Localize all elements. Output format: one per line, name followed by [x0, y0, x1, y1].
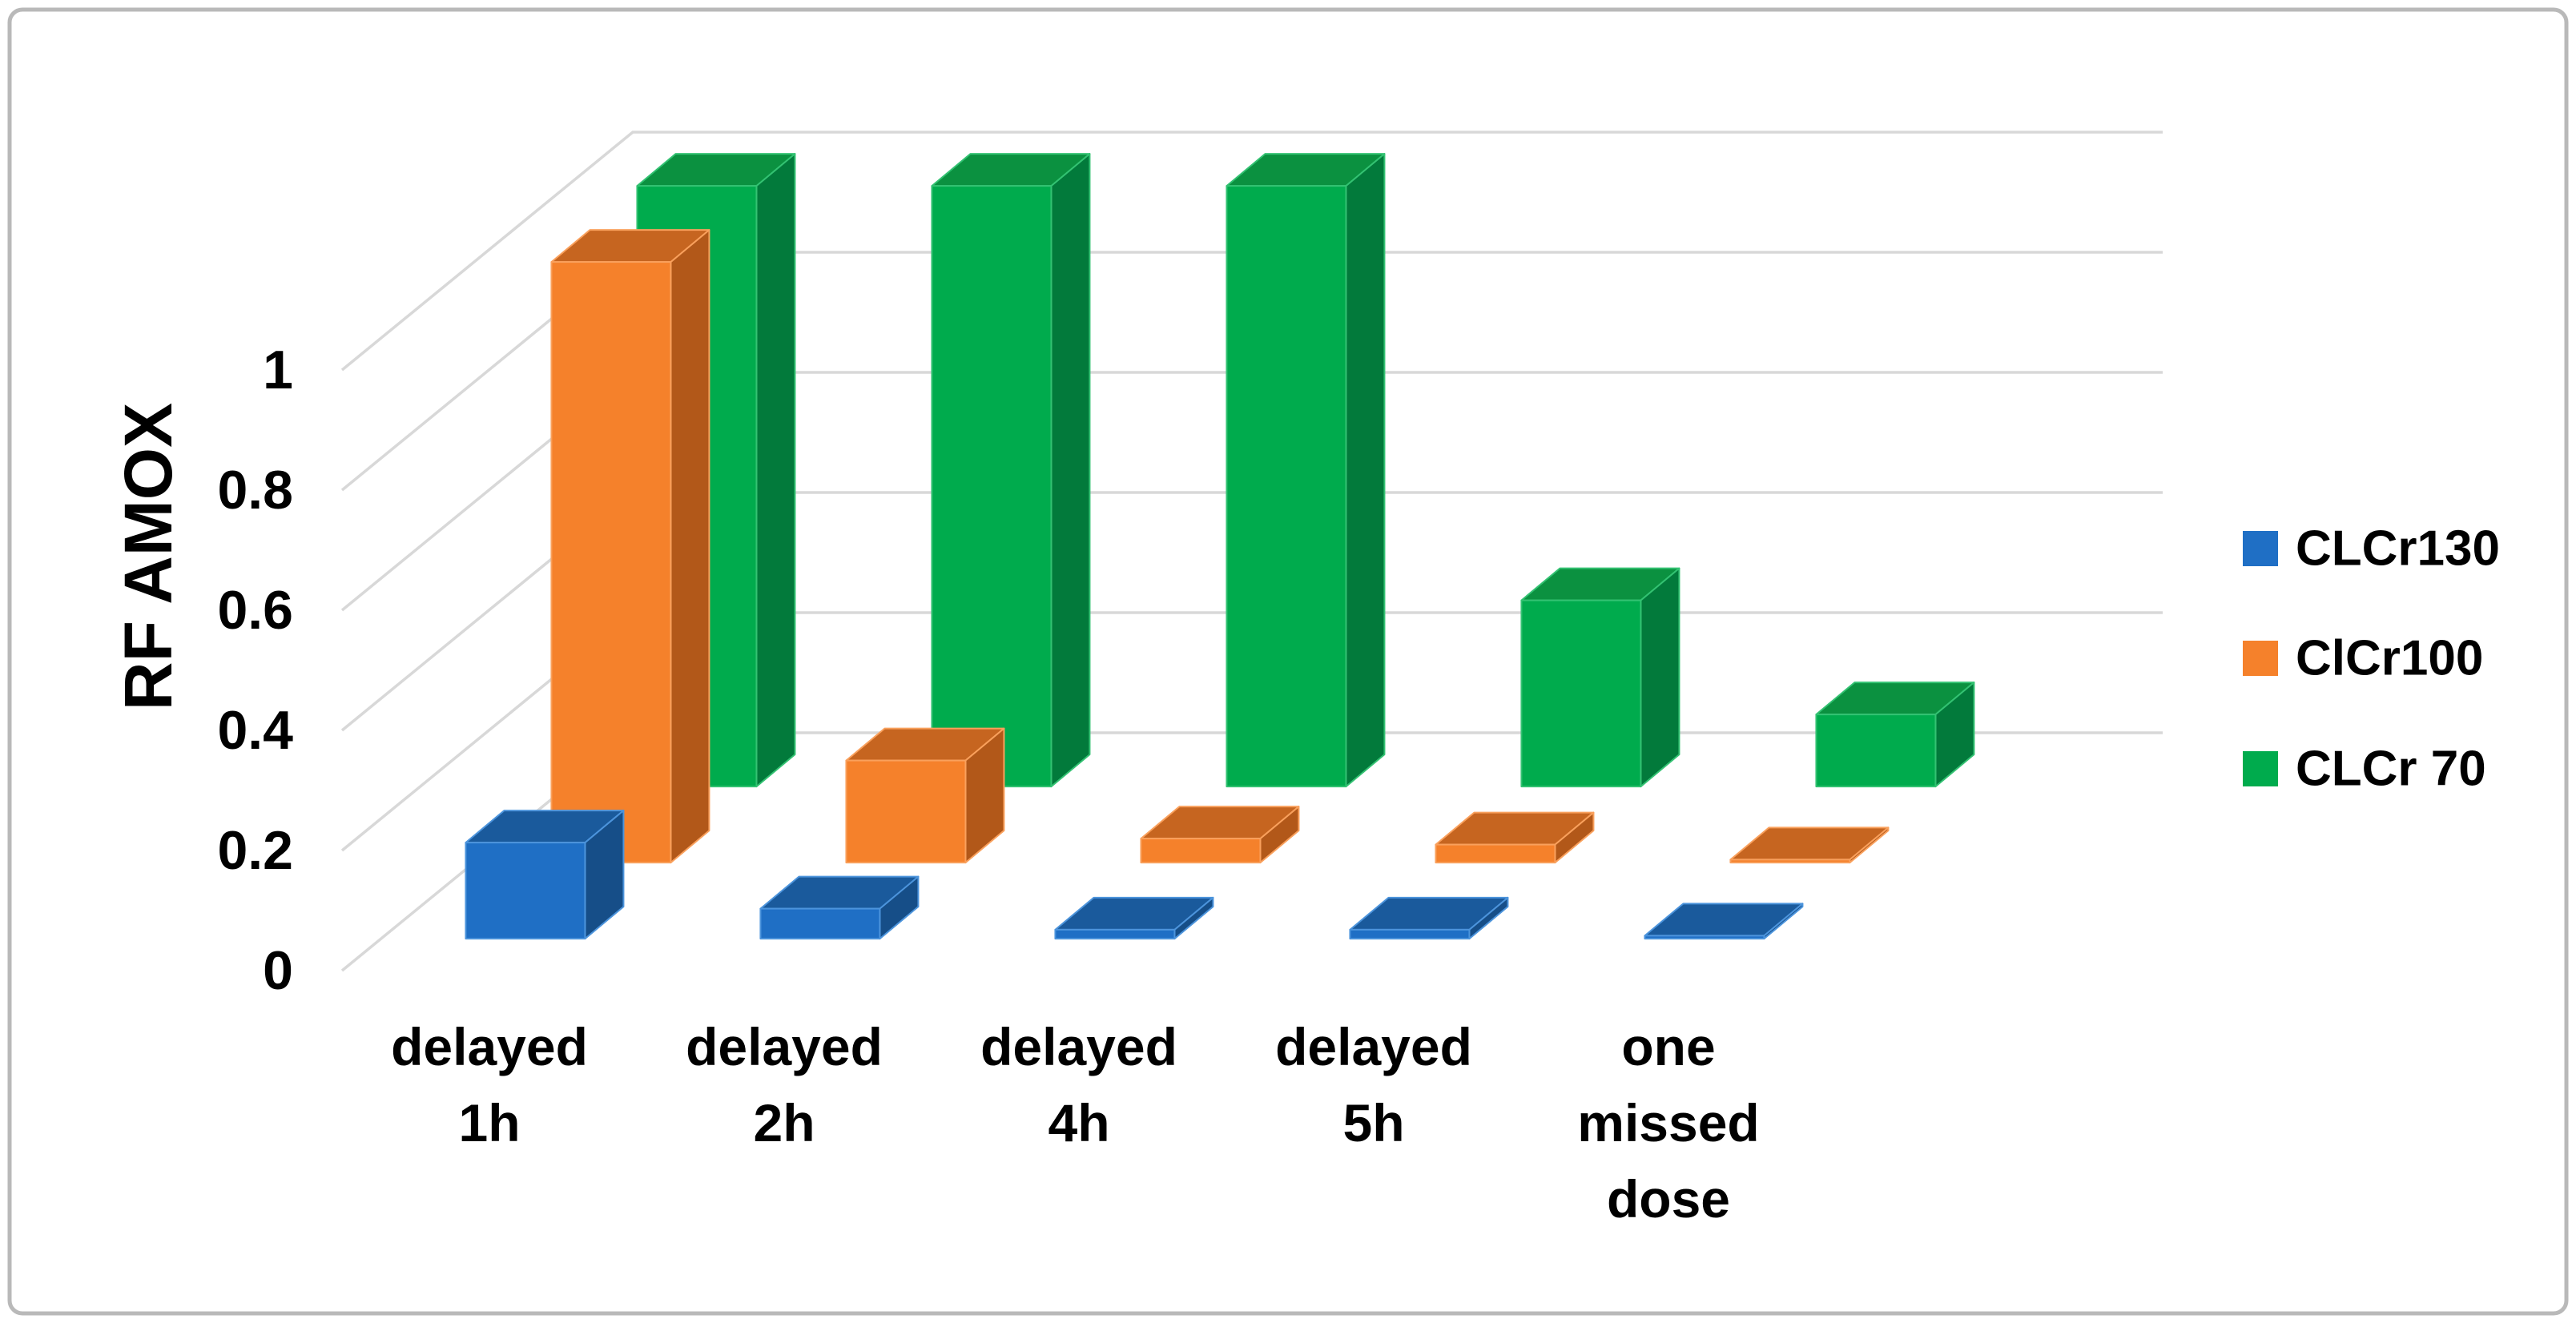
- category-axis-labels: delayed 1h delayed 2h delayed 4h delayed 5h one m…: [391, 1017, 1760, 1228]
- bar-front-face: [1435, 843, 1556, 864]
- bar-CLCr130-cat3: [1349, 896, 1509, 940]
- bar-CLCr130-cat2: [1054, 896, 1214, 940]
- y-axis-tick-labels: 0 0.2 0.4 0.6 0.8 1: [217, 340, 293, 1001]
- legend-swatch-clcr70: [2243, 751, 2278, 786]
- bar-side-face: [1050, 153, 1091, 788]
- bar-CLCr130-cat4: [1644, 903, 1804, 940]
- bar-front-face: [1729, 859, 1851, 864]
- y-tick-0-8: 0.8: [217, 460, 293, 521]
- bar-ClCr100-cat3: [1435, 811, 1595, 864]
- bar-front-face: [465, 842, 586, 940]
- y-tick-0: 0: [263, 940, 293, 1001]
- legend-label-clcr130: CLCr130: [2296, 521, 2500, 577]
- category-label-4: one missed dose: [1577, 1017, 1759, 1228]
- bar-front-face: [1054, 928, 1176, 940]
- bar-front-face: [550, 261, 672, 864]
- y-axis-title: RF AMOX: [111, 403, 186, 710]
- legend-label-clcr100: ClCr100: [2296, 631, 2483, 686]
- legend-swatch-clcr100: [2243, 641, 2278, 676]
- bar-side-face: [670, 229, 710, 864]
- legend-swatch-clcr130: [2243, 531, 2278, 566]
- bar-ClCr100-cat2: [1140, 806, 1300, 864]
- bar-CLCr70-cat4: [1815, 682, 1975, 788]
- bar-CLCr70-cat1: [931, 153, 1091, 788]
- category-label-1: delayed 2h: [686, 1017, 883, 1152]
- bar-CLCr70-cat2: [1226, 153, 1386, 788]
- bar-front-face: [931, 185, 1053, 788]
- category-label-0: delayed 1h: [391, 1017, 588, 1152]
- gridline-1: [340, 131, 2163, 372]
- bar-front-face: [1520, 599, 1642, 788]
- category-label-3: delayed 5h: [1275, 1017, 1472, 1152]
- bar-side-face: [1345, 153, 1386, 788]
- bar-ClCr100-cat4: [1729, 826, 1890, 864]
- bar-front-face: [845, 759, 967, 864]
- bar-side-face: [1640, 567, 1680, 788]
- bar-ClCr100-cat1: [845, 727, 1005, 864]
- y-tick-1: 1: [263, 340, 293, 400]
- bar-front-face: [1349, 928, 1471, 940]
- bar-front-face: [1644, 935, 1765, 940]
- bar-front-face: [1140, 838, 1262, 864]
- y-tick-0-4: 0.4: [217, 700, 293, 761]
- legend-label-clcr70: CLCr 70: [2296, 742, 2486, 797]
- y-tick-0-2: 0.2: [217, 820, 293, 881]
- bar-CLCr70-cat3: [1520, 567, 1680, 788]
- bar-CLCr130-cat1: [759, 875, 920, 940]
- category-label-2: delayed 4h: [980, 1017, 1177, 1152]
- legend: CLCr130 ClCr100 CLCr 70: [2243, 521, 2500, 797]
- bar-front-face: [1815, 714, 1937, 788]
- y-tick-0-6: 0.6: [217, 580, 293, 641]
- bar-side-face: [755, 153, 796, 788]
- bar-front-face: [1226, 185, 1347, 788]
- bars-group: [465, 153, 1975, 940]
- bar-front-face: [759, 907, 881, 940]
- bar-CLCr130-cat0: [465, 810, 625, 940]
- bar-ClCr100-cat0: [550, 229, 710, 864]
